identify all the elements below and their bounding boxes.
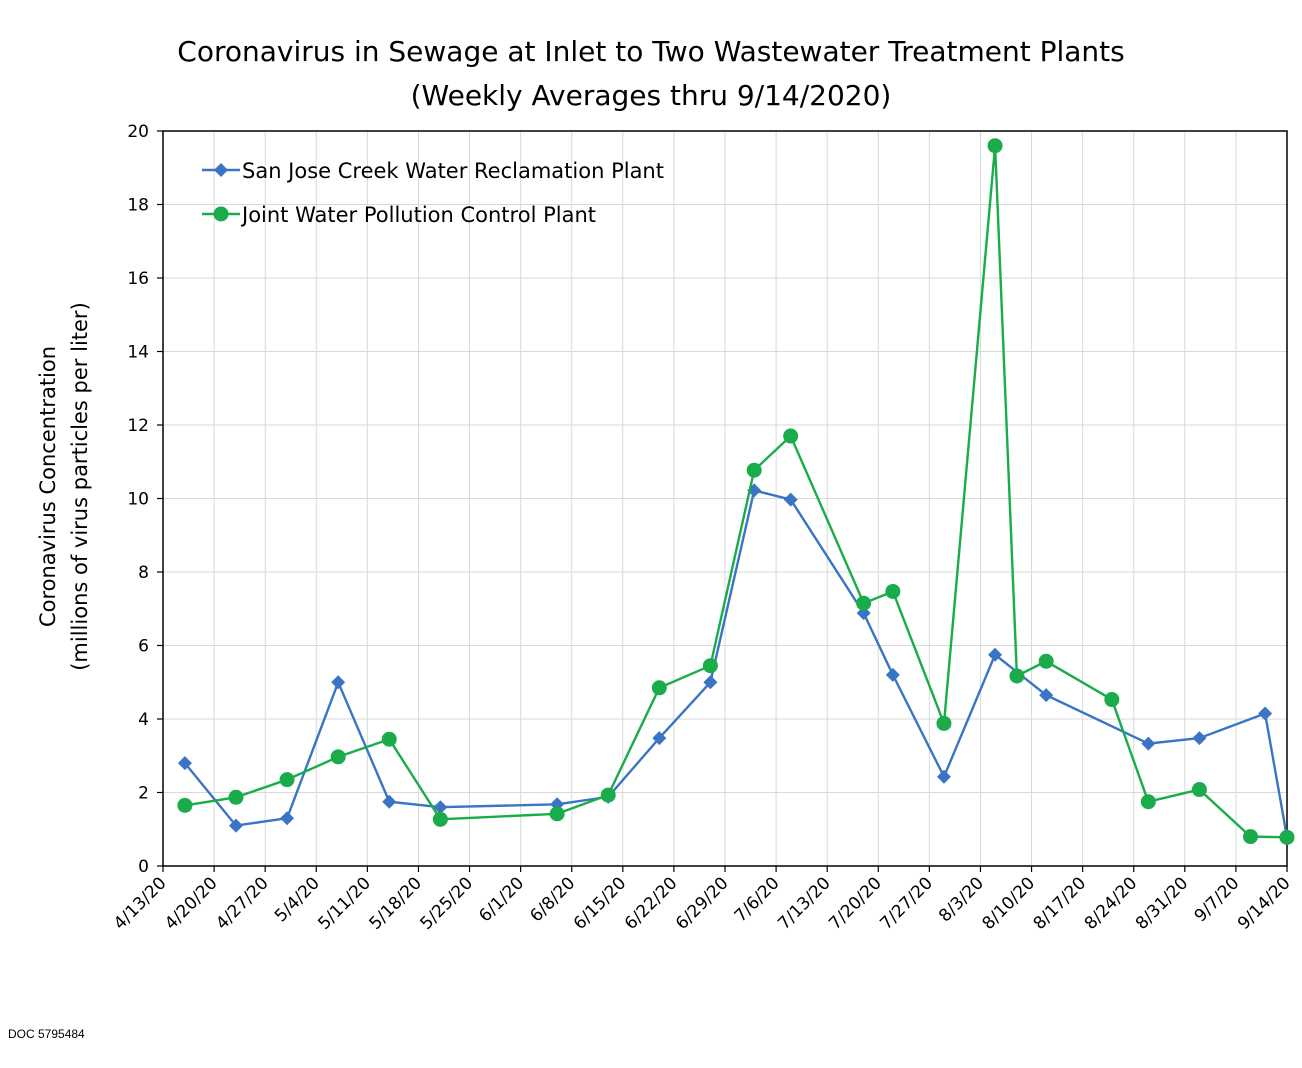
x-tick-label: 8/24/20 [1081,873,1141,933]
data-point-diamond [783,492,798,507]
x-tick-label: 7/27/20 [876,873,936,933]
data-point-circle [1104,692,1120,708]
x-tick-label: 6/15/20 [570,873,630,933]
document-id: DOC 5795484 [8,1027,85,1041]
x-tick-label: 8/31/20 [1132,873,1192,933]
chart-title: Coronavirus in Sewage at Inlet to Two Wa… [177,35,1125,68]
data-point-circle [1038,653,1054,669]
x-tick-label: 6/1/20 [475,873,528,926]
series-line [183,488,1289,838]
y-tick-label: 8 [138,563,149,583]
x-tick-label: 9/14/20 [1234,873,1294,933]
data-point-diamond [1141,736,1156,751]
y-axis-label-line-2: (millions of virus particles per liter) [68,302,92,671]
data-point-circle [885,583,901,599]
x-tick-label: 5/25/20 [417,873,477,933]
x-tick-label: 6/29/20 [672,873,732,933]
data-point-circle [600,787,616,803]
data-point-diamond [703,675,718,690]
data-point-circle [987,138,1003,154]
x-tick-label: 4/20/20 [161,873,221,933]
data-point-circle [856,595,872,611]
x-tick-label: 4/13/20 [110,873,170,933]
data-point-circle [381,731,397,747]
data-point-diamond [936,769,951,784]
data-point-diamond [1192,731,1207,746]
x-tick-label: 7/20/20 [825,873,885,933]
x-tick-label: 5/11/20 [314,873,374,933]
series-line [184,145,1288,839]
legend: San Jose Creek Water Reclamation Plant Jo… [202,159,664,227]
data-point-circle [1140,794,1156,810]
series-layer [177,138,1295,845]
legend-marker-circle [213,206,229,222]
data-point-circle [1191,782,1207,798]
data-point-circle [746,462,762,478]
data-point-diamond [433,800,448,815]
y-tick-label: 2 [138,784,149,804]
x-tick-label: 5/18/20 [365,873,425,933]
x-tick-label: 7/13/20 [774,873,834,933]
y-tick-label: 16 [127,269,149,289]
x-tick-label: 6/22/20 [621,873,681,933]
data-point-diamond [1258,706,1273,721]
data-point-circle [1243,829,1259,845]
data-point-diamond [652,731,667,746]
chart-title-block: Coronavirus in Sewage at Inlet to Two Wa… [0,30,1302,118]
data-point-diamond [280,811,295,826]
x-tick-label: 8/17/20 [1030,873,1090,933]
y-axis-label: Coronavirus Concentration (millions of v… [36,302,92,671]
data-point-circle [279,772,295,788]
legend-item: San Jose Creek Water Reclamation Plant [202,159,664,183]
data-point-circle [432,811,448,827]
legend-item: Joint Water Pollution Control Plant [202,203,596,227]
data-point-circle [177,797,193,813]
x-tick-label: 4/27/20 [212,873,272,933]
chart-subtitle: (Weekly Averages thru 9/14/2020) [410,79,892,112]
data-point-circle [936,715,952,731]
y-tick-label: 14 [127,343,149,363]
data-point-circle [549,806,565,822]
data-point-circle [783,428,799,444]
data-point-diamond [382,794,397,809]
series-2 [177,138,1295,845]
legend-label: Joint Water Pollution Control Plant [240,203,596,227]
data-point-diamond [1039,688,1054,703]
y-tick-label: 6 [138,637,149,657]
data-point-diamond [331,675,346,690]
data-point-diamond [177,756,192,771]
gridlines [163,130,1287,867]
legend-label: San Jose Creek Water Reclamation Plant [242,159,664,183]
y-tick-label: 4 [138,710,149,730]
data-point-circle [702,658,718,674]
data-point-diamond [228,818,243,833]
y-tick-label: 10 [127,490,149,510]
y-axis-label-line-1: Coronavirus Concentration [36,346,60,627]
data-point-circle [651,680,667,696]
data-point-circle [330,749,346,765]
x-tick-label: 8/10/20 [979,873,1039,933]
y-tick-label: 0 [138,857,149,877]
data-point-circle [1279,829,1295,845]
data-point-circle [228,789,244,805]
y-tick-label: 18 [127,196,149,216]
y-tick-label: 20 [127,122,149,142]
data-point-diamond [885,667,900,682]
y-axis-ticks: 0 2 4 6 8 10 12 14 16 18 20 [127,122,163,877]
series-1 [177,483,1294,845]
x-axis-ticks: 4/13/204/20/204/27/205/4/205/11/205/18/2… [110,866,1295,934]
data-point-circle [1009,668,1025,684]
legend-marker-diamond [214,163,228,177]
y-tick-label: 12 [127,416,149,436]
data-point-diamond [988,647,1003,662]
